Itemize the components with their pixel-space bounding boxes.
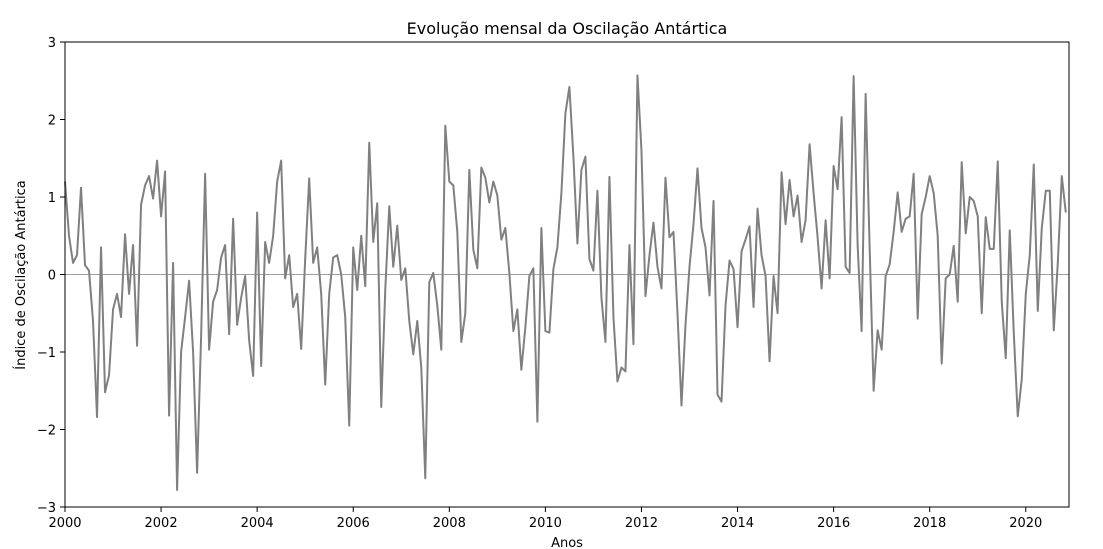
x-tick-label-3: 2006 [337, 516, 370, 531]
x-tick-label-2: 2004 [241, 516, 274, 531]
y-tick-label-5: 2 [48, 114, 56, 129]
x-axis-label: Anos [551, 536, 583, 549]
y-tick-label-3: 0 [48, 269, 56, 284]
x-tick-label-6: 2012 [625, 516, 658, 531]
x-tick-label-10: 2020 [1009, 516, 1042, 531]
x-tick-label-9: 2018 [913, 516, 946, 531]
y-tick-label-0: −3 [37, 501, 56, 516]
y-axis-label: Índice de Oscilação Antártica [13, 180, 29, 370]
y-tick-label-1: −2 [37, 424, 56, 439]
axes: 2000 2002 2004 2006 2008 2010 2012 2014 2016 2018… [37, 36, 1070, 531]
x-tick-label-1: 2002 [145, 516, 178, 531]
x-tick-label-8: 2016 [817, 516, 850, 531]
series-line-0 [64, 74, 1067, 491]
chart-title: Evolução mensal da Oscilação Antártica [407, 19, 728, 38]
y-tick-label-6: 3 [48, 36, 56, 51]
x-tick-label-5: 2010 [529, 516, 562, 531]
x-tick-label-4: 2008 [433, 516, 466, 531]
plot-content [64, 74, 1069, 491]
x-tick-label-7: 2014 [721, 516, 754, 531]
y-tick-label-2: −1 [37, 346, 56, 361]
y-tick-label-4: 1 [48, 191, 56, 206]
x-tick-label-0: 2000 [48, 516, 81, 531]
